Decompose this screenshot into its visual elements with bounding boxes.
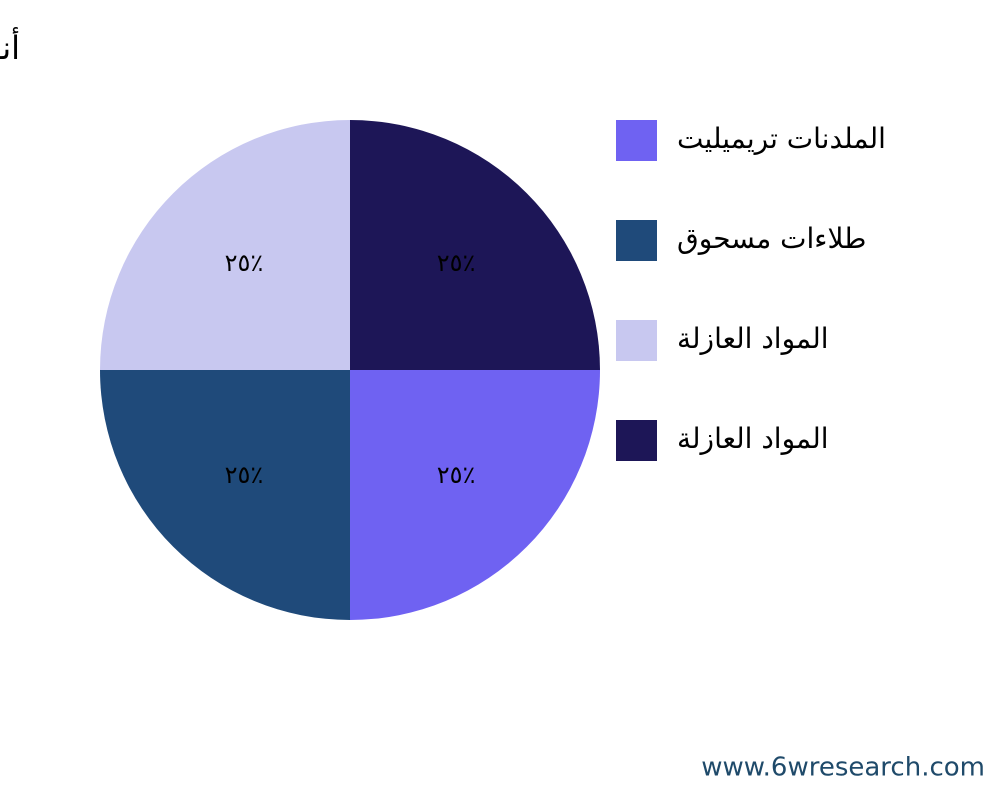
slice-label: ٢٥٪ bbox=[437, 249, 476, 277]
legend-swatch bbox=[616, 320, 657, 361]
legend-swatch bbox=[616, 420, 657, 461]
legend-swatch bbox=[616, 120, 657, 161]
footer: www.6wresearch.com bbox=[701, 753, 985, 783]
legend-swatch bbox=[616, 220, 657, 261]
slice-label: ٢٥٪ bbox=[225, 461, 264, 489]
slice-label: ٢٥٪ bbox=[437, 461, 476, 489]
pie-slice bbox=[100, 370, 350, 620]
slice-label: ٢٥٪ bbox=[225, 249, 264, 277]
chart-title: أنهيدريد تريميليت تحليل السوق عن طريق ال… bbox=[0, 27, 20, 67]
pie-slice bbox=[100, 120, 350, 370]
legend-label: المواد العازلة bbox=[677, 322, 829, 355]
legend-label: المواد العازلة bbox=[677, 422, 829, 455]
legend-label: الملدنات تريميليت bbox=[677, 122, 886, 155]
legend-label: طلاءات مسحوق bbox=[677, 222, 866, 255]
pie-slice bbox=[350, 120, 600, 370]
pie-slice bbox=[350, 370, 600, 620]
